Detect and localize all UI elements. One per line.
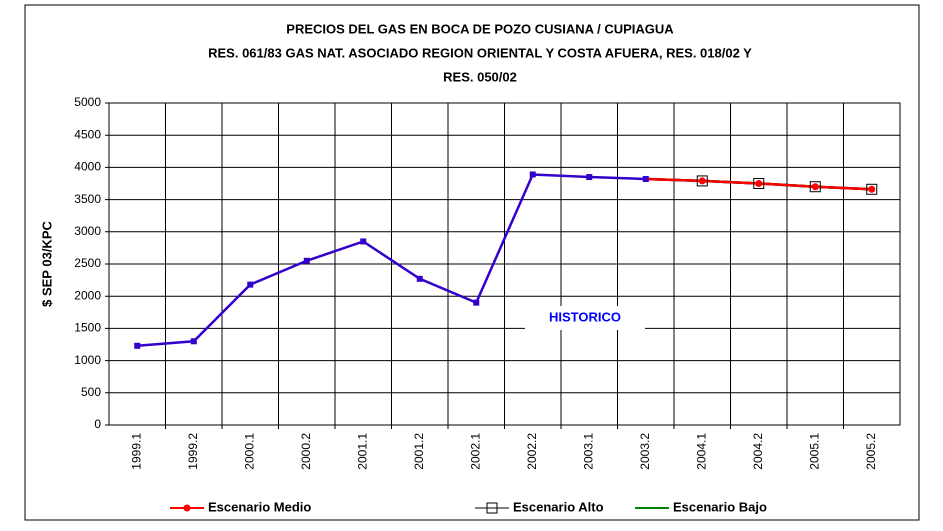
point [696, 175, 708, 187]
y-tick-label: 4000 [74, 160, 101, 174]
y-tick-label: 1500 [74, 321, 101, 335]
y-tick-label: 500 [81, 385, 101, 399]
y-tick-label: 3500 [74, 192, 101, 206]
x-tick-label: 2002.2 [525, 433, 539, 470]
y-tick-label: 2000 [74, 288, 101, 302]
point [809, 181, 821, 193]
point [190, 338, 197, 345]
point [360, 238, 367, 245]
x-tick-label: 2004.2 [751, 433, 765, 470]
y-tick-label: 2500 [74, 256, 101, 270]
point [586, 174, 593, 181]
point [416, 275, 423, 282]
y-tick-label: 1000 [74, 353, 101, 367]
y-tick-label: 0 [94, 417, 101, 431]
y-tick-label: 5000 [74, 95, 101, 109]
point [753, 178, 765, 189]
legend-label: Escenario Alto [513, 499, 604, 514]
point [755, 180, 763, 187]
series-line [137, 173, 646, 348]
x-tick-label: 2001.1 [355, 433, 369, 470]
point [811, 183, 819, 191]
point [868, 185, 876, 193]
x-tick-label: 2000.2 [299, 433, 313, 470]
point [473, 299, 480, 306]
y-axis-label: $ SEP 03/KPC [39, 221, 54, 307]
y-tick-label: 4500 [74, 127, 101, 141]
x-tick-label: 2004.1 [694, 433, 708, 470]
annotation: HISTORICO [549, 309, 621, 324]
chart-title: RES. 061/83 GAS NAT. ASOCIADO REGION ORI… [208, 45, 752, 60]
point [134, 342, 141, 349]
x-tick-label: 2005.2 [864, 433, 878, 470]
x-tick-label: 1999.2 [186, 433, 200, 470]
point [247, 281, 254, 288]
x-tick-label: 1999.1 [129, 433, 143, 470]
legend-marker [183, 504, 191, 512]
point [698, 177, 706, 185]
annotation-box [525, 306, 645, 330]
x-tick-label: 2002.1 [468, 433, 482, 470]
point [866, 183, 878, 195]
x-tick-label: 2000.1 [242, 433, 256, 470]
x-tick-label: 2003.2 [638, 433, 652, 470]
x-tick-label: 2005.1 [807, 433, 821, 470]
point [303, 257, 310, 264]
point [642, 175, 649, 182]
y-tick-label: 3000 [74, 224, 101, 238]
point [529, 171, 536, 178]
legend-label: Escenario Medio [208, 499, 311, 514]
x-tick-label: 2001.2 [412, 433, 426, 470]
chart-title: PRECIOS DEL GAS EN BOCA DE POZO CUSIANA … [286, 21, 674, 36]
legend-label: Escenario Bajo [673, 499, 767, 514]
x-tick-label: 2003.1 [581, 433, 595, 470]
legend-marker [486, 502, 498, 514]
chart-title: RES. 050/02 [443, 69, 517, 84]
